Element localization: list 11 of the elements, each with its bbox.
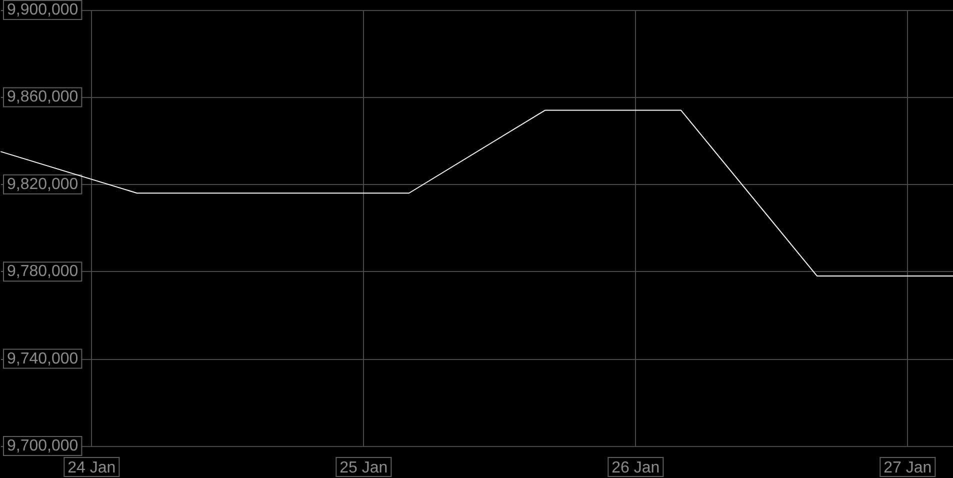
line-series <box>0 110 953 276</box>
y-tick-label: 9,740,000 <box>7 350 78 368</box>
x-tick-label: 24 Jan <box>68 460 116 476</box>
y-tick-label: 9,820,000 <box>7 176 78 193</box>
x-tick-label: 25 Jan <box>340 460 388 476</box>
x-tick-label: 27 Jan <box>884 460 932 476</box>
x-tick-label: 26 Jan <box>612 460 660 476</box>
y-tick-label: 9,860,000 <box>7 88 78 106</box>
y-tick-label: 9,700,000 <box>7 438 78 454</box>
y-tick-label: 9,900,000 <box>7 2 78 18</box>
y-tick-label: 9,780,000 <box>7 263 78 280</box>
